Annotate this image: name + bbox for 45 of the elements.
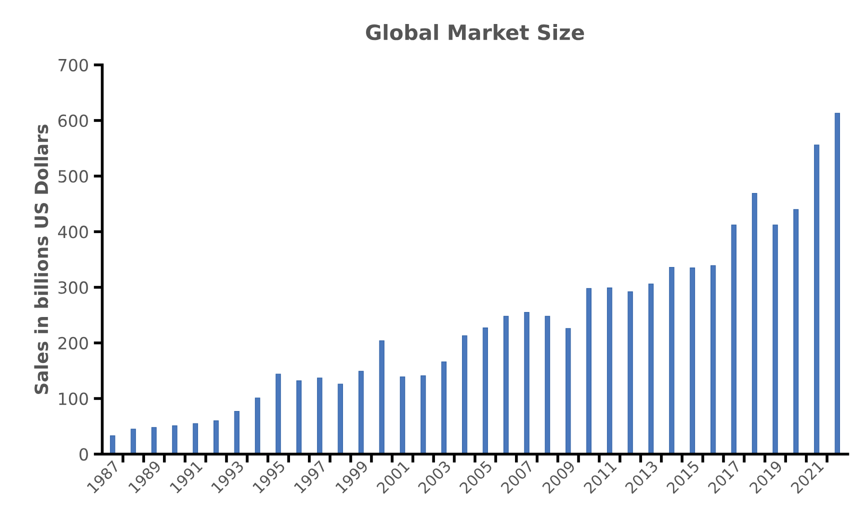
bar [358,370,364,454]
bar [586,288,592,454]
y-tick-label: 500 [58,170,88,183]
bar [296,380,302,454]
bar [690,267,696,454]
bar [420,375,426,454]
bar [192,423,198,454]
bar [172,425,178,454]
bar [254,398,260,454]
bar [834,112,840,454]
bar [544,316,550,454]
bar [814,144,820,454]
bar [710,265,716,454]
chart-title: Global Market Size [366,24,584,40]
bar [400,376,406,454]
bar [462,335,468,454]
bar [566,328,571,454]
bar [648,284,654,454]
bar [752,192,758,454]
y-tick-label: 0 [80,448,88,461]
y-tick-label: 300 [58,281,88,294]
bar [628,291,633,454]
bar [151,427,157,454]
y-tick-label: 100 [59,392,88,406]
bar [482,328,488,454]
bar [338,384,344,454]
bar [276,374,281,454]
bar [524,312,530,454]
bar [669,266,674,454]
y-tick-label: 400 [58,226,88,238]
y-axis-title: Sales in billions US Dollars [34,124,48,394]
bar [130,428,136,454]
y-tick-label: 700 [58,58,88,72]
bar [379,340,384,454]
bar [317,378,322,454]
bar [606,288,612,454]
bar [503,316,509,454]
bar [731,224,736,454]
bar [441,361,447,454]
y-tick-label: 200 [58,336,88,350]
bar [793,209,799,454]
y-tick-label: 600 [58,114,88,128]
bar [214,420,219,454]
bar [234,410,240,454]
bar [772,224,778,454]
